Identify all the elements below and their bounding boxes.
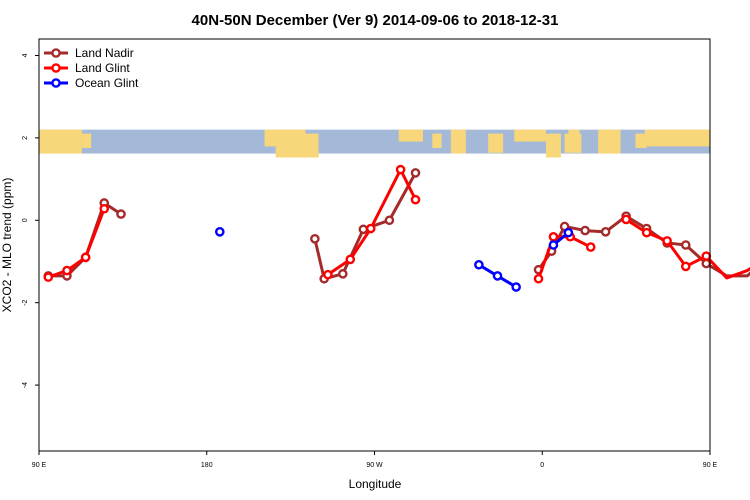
x-tick-label: 0	[540, 462, 544, 469]
data-point	[43, 272, 54, 282]
data-point	[410, 168, 421, 178]
map-land	[432, 133, 442, 148]
map-land	[275, 133, 319, 158]
map-land	[598, 129, 621, 154]
data-point	[533, 273, 544, 284]
y-axis-label: XCO2 - MLO trend (ppm)	[0, 178, 14, 313]
data-point	[511, 282, 521, 292]
data-point	[214, 227, 225, 237]
map-land	[514, 129, 546, 142]
data-point	[580, 225, 590, 236]
data-point	[701, 251, 712, 261]
data-point	[563, 227, 574, 238]
map-land	[398, 129, 423, 142]
data-point	[384, 215, 395, 226]
data-point	[548, 240, 559, 250]
data-point	[395, 164, 406, 175]
data-point	[80, 252, 91, 263]
y-tick-label: -2	[22, 299, 29, 305]
map-land	[644, 129, 710, 147]
map-land	[450, 129, 466, 154]
data-point	[680, 240, 691, 250]
data-point	[585, 242, 596, 252]
x-axis-label: Longitude	[349, 477, 402, 491]
map-land	[545, 133, 561, 158]
legend-label: Land Nadir	[75, 46, 134, 60]
data-point	[410, 194, 421, 205]
data-point	[641, 227, 652, 238]
y-tick-label: -4	[22, 382, 29, 388]
map-land	[81, 133, 92, 148]
series-line	[47, 208, 106, 279]
series-line	[48, 201, 122, 278]
y-axis-ticks: -4 -2 0 2 4	[22, 53, 39, 388]
x-tick-label: 90 E	[32, 462, 47, 469]
legend-label: Land Glint	[75, 61, 130, 75]
data-point	[310, 234, 320, 244]
map-land	[635, 133, 647, 148]
chart-title: 40N-50N December (Ver 9) 2014-09-06 to 2…	[192, 12, 559, 29]
data-point	[116, 209, 126, 219]
data-point	[338, 269, 348, 279]
data-point	[548, 231, 559, 242]
data-point	[323, 269, 333, 280]
series-land-glint	[43, 164, 750, 284]
data-point	[492, 271, 503, 281]
series-line	[313, 172, 417, 281]
x-tick-label: 90 W	[366, 462, 383, 469]
legend-marker	[51, 63, 61, 73]
data-point	[62, 265, 72, 276]
legend-marker	[51, 48, 61, 58]
data-point	[365, 223, 376, 234]
map-land	[39, 129, 82, 154]
x-tick-label: 90 E	[703, 462, 718, 469]
plot-frame	[38, 38, 711, 452]
y-tick-label: 2	[22, 136, 29, 140]
legend-marker	[51, 78, 61, 88]
data-point	[474, 259, 484, 270]
series-line	[537, 235, 592, 280]
data-point	[99, 203, 110, 214]
series-layer	[43, 164, 750, 292]
data-point	[345, 254, 356, 265]
data-point	[662, 236, 672, 246]
x-axis-ticks: 90 E 180 90 W 0 90 E	[32, 451, 718, 469]
data-point	[680, 261, 691, 272]
data-point	[358, 224, 369, 235]
world-map-strip	[39, 129, 710, 158]
series-line	[327, 168, 417, 276]
map-land	[488, 133, 504, 153]
series-ocean-glint	[214, 227, 574, 292]
x-tick-label: 180	[201, 462, 213, 469]
data-point	[600, 227, 611, 237]
legend-label: Ocean Glint	[75, 76, 139, 90]
y-tick-label: 0	[22, 218, 29, 222]
data-point	[621, 214, 631, 225]
data-point	[701, 258, 712, 269]
series-land-nadir	[43, 168, 750, 284]
map-land	[564, 133, 582, 153]
y-tick-label: 4	[22, 53, 29, 57]
